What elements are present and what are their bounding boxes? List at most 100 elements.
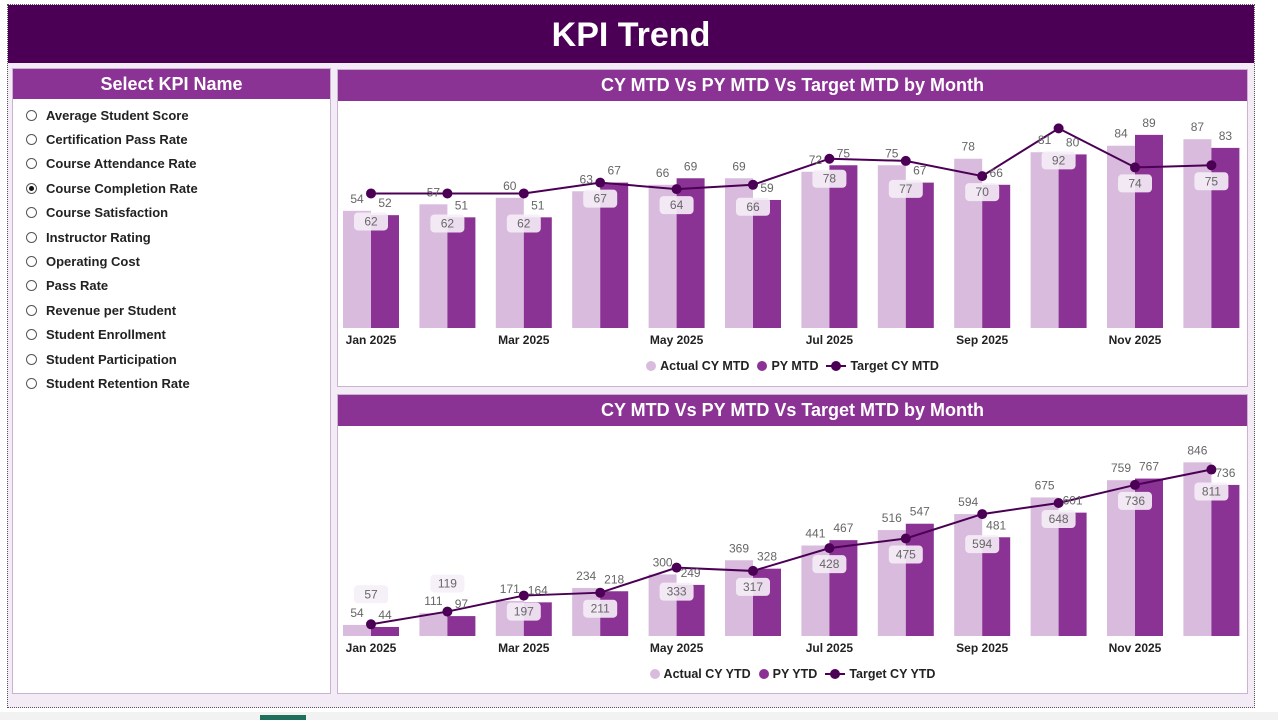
bar-py[interactable]: [1058, 154, 1087, 328]
kpi-option[interactable]: Revenue per Student: [13, 298, 330, 322]
bar-py[interactable]: [447, 616, 476, 636]
bar-py[interactable]: [447, 217, 476, 328]
page-tabs-bar: [0, 712, 1278, 720]
bar-actual[interactable]: [1107, 145, 1135, 328]
radio-unchecked-icon[interactable]: [26, 231, 37, 243]
page-title: KPI Trend: [8, 5, 1254, 63]
data-label-py: 51: [455, 198, 469, 212]
x-tick-label: Mar 2025: [498, 641, 550, 655]
legend-item-actual[interactable]: Actual CY YTD: [649, 667, 751, 681]
bar-py[interactable]: [905, 523, 934, 636]
bar-py[interactable]: [982, 537, 1011, 636]
kpi-option-label: Course Satisfaction: [46, 205, 169, 221]
radio-unchecked-icon[interactable]: [26, 207, 37, 219]
data-label-actual: 846: [1187, 443, 1207, 457]
target-label-box: [1118, 491, 1152, 510]
target-label-box: [583, 189, 618, 208]
kpi-option[interactable]: Operating Cost: [13, 249, 330, 273]
bar-py[interactable]: [829, 165, 858, 328]
radio-unchecked-icon[interactable]: [26, 134, 37, 146]
kpi-option[interactable]: Average Student Score: [13, 103, 330, 127]
target-marker[interactable]: [595, 587, 606, 598]
bar-py[interactable]: [753, 199, 781, 328]
radio-unchecked-icon[interactable]: [26, 329, 37, 341]
bar-actual[interactable]: [343, 624, 371, 636]
kpi-option[interactable]: Course Satisfaction: [13, 201, 330, 225]
target-marker[interactable]: [366, 188, 376, 199]
target-marker[interactable]: [748, 565, 758, 576]
kpi-option[interactable]: Student Participation: [13, 347, 330, 371]
target-marker[interactable]: [518, 590, 529, 601]
legend-item-py[interactable]: PY YTD: [758, 667, 817, 681]
legend-item-target[interactable]: Target CY MTD: [826, 359, 939, 373]
target-marker[interactable]: [366, 619, 376, 630]
bar-actual[interactable]: [725, 560, 753, 636]
target-marker[interactable]: [824, 543, 835, 554]
slicer-title: Select KPI Name: [13, 69, 330, 99]
kpi-option[interactable]: Certification Pass Rate: [13, 127, 330, 151]
target-marker[interactable]: [824, 153, 835, 164]
radio-checked-icon[interactable]: [26, 182, 37, 194]
legend-item-actual[interactable]: Actual CY MTD: [646, 359, 749, 373]
data-label-py: 97: [455, 597, 469, 611]
radio-unchecked-icon[interactable]: [26, 304, 37, 316]
target-marker[interactable]: [1130, 479, 1140, 490]
target-marker[interactable]: [1053, 497, 1064, 508]
bar-py[interactable]: [905, 182, 934, 328]
bar-py[interactable]: [1211, 484, 1240, 636]
kpi-option[interactable]: Course Attendance Rate: [13, 152, 330, 176]
bar-py[interactable]: [371, 215, 399, 328]
legend-label: Target CY YTD: [849, 667, 936, 681]
kpi-option[interactable]: Course Completion Rate: [13, 176, 330, 200]
bar-py[interactable]: [371, 626, 399, 636]
radio-unchecked-icon[interactable]: [26, 353, 37, 365]
kpi-option[interactable]: Student Retention Rate: [13, 371, 330, 395]
bar-py[interactable]: [982, 184, 1011, 328]
x-tick-label: Jul 2025: [806, 333, 854, 347]
radio-unchecked-icon[interactable]: [26, 280, 37, 292]
target-marker[interactable]: [977, 171, 988, 182]
target-marker[interactable]: [1206, 160, 1217, 171]
bar-py[interactable]: [829, 540, 858, 636]
active-page-tab[interactable]: [260, 715, 306, 720]
radio-unchecked-icon[interactable]: [26, 158, 37, 170]
target-marker[interactable]: [748, 179, 758, 190]
target-marker[interactable]: [518, 188, 529, 199]
target-marker[interactable]: [1130, 162, 1140, 173]
data-label-target: 67: [594, 192, 608, 206]
bar-actual[interactable]: [1183, 139, 1212, 328]
target-marker[interactable]: [1053, 123, 1064, 134]
target-marker[interactable]: [442, 606, 453, 617]
bar-actual[interactable]: [419, 613, 448, 636]
legend-item-py[interactable]: PY MTD: [757, 359, 818, 373]
kpi-option[interactable]: Student Enrollment: [13, 323, 330, 347]
bar-py[interactable]: [1058, 512, 1087, 636]
bar-py[interactable]: [1135, 134, 1163, 328]
bar-actual[interactable]: [572, 191, 601, 328]
target-marker[interactable]: [671, 184, 682, 195]
bar-actual[interactable]: [1030, 152, 1059, 328]
radio-unchecked-icon[interactable]: [26, 109, 37, 121]
radio-unchecked-icon[interactable]: [26, 377, 37, 389]
kpi-option[interactable]: Pass Rate: [13, 274, 330, 298]
legend-item-target[interactable]: Target CY YTD: [825, 667, 935, 681]
bar-actual[interactable]: [801, 171, 830, 328]
radio-unchecked-icon[interactable]: [26, 256, 37, 268]
target-label-box: [583, 599, 618, 618]
target-marker[interactable]: [442, 188, 453, 199]
bar-py[interactable]: [523, 217, 552, 328]
data-label-target: 428: [819, 557, 839, 571]
target-marker[interactable]: [595, 177, 606, 188]
data-label-target: 211: [591, 602, 610, 616]
bar-actual[interactable]: [954, 514, 983, 636]
target-marker[interactable]: [900, 155, 911, 166]
kpi-option-label: Pass Rate: [46, 278, 109, 294]
target-marker[interactable]: [671, 562, 682, 573]
kpi-option[interactable]: Instructor Rating: [13, 225, 330, 249]
target-marker[interactable]: [1206, 464, 1217, 475]
target-marker[interactable]: [977, 509, 988, 520]
data-label-actual: 63: [580, 172, 594, 186]
kpi-option-label: Certification Pass Rate: [46, 132, 188, 148]
target-marker[interactable]: [900, 533, 911, 544]
